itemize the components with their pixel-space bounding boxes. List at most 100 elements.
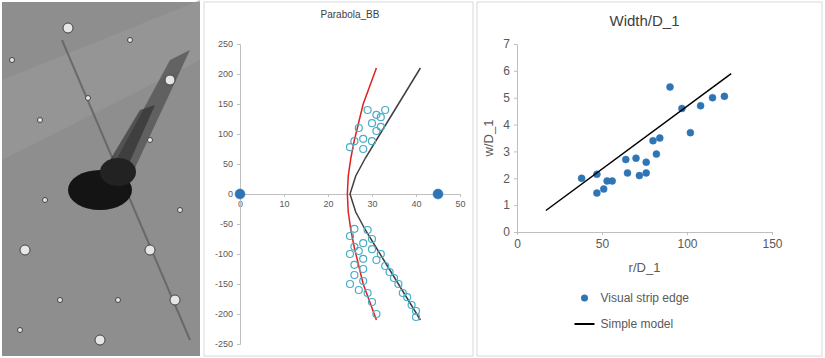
data-point [369, 138, 376, 145]
tick: 7 [503, 37, 517, 51]
tick: 6 [503, 64, 517, 78]
legend: Visual strip edge Simple model [575, 291, 690, 331]
tick-label: 0 [503, 225, 510, 239]
data-point [643, 169, 650, 176]
tick-mark [514, 151, 517, 152]
data-point [373, 311, 380, 318]
tick-mark [772, 232, 773, 235]
y-axis-line [514, 45, 518, 233]
data-point [369, 299, 376, 306]
photo-crater [170, 295, 180, 305]
tick-label: 10 [279, 199, 289, 209]
tick-label: 30 [367, 199, 377, 209]
tick-label: 0 [514, 237, 521, 251]
tick-mark [514, 71, 517, 72]
photo-crater [58, 298, 63, 303]
data-point [399, 290, 406, 297]
tick-mark [237, 44, 240, 45]
y-axis-title: w/D_1 [481, 120, 496, 158]
chart-panel: Width/D_105010015001234567r/D_1w/D_1Visu… [477, 2, 822, 356]
tick-label: 20 [323, 199, 333, 209]
tick: -250 [215, 339, 240, 349]
tick-label: -150 [215, 279, 233, 289]
tick-label: 250 [218, 39, 233, 49]
data-point [622, 156, 629, 163]
data-point [593, 190, 600, 197]
tick-label: 50 [596, 237, 610, 251]
photo-crater [178, 208, 183, 213]
photo-crater [148, 138, 153, 143]
data-point [600, 186, 607, 193]
series-line [347, 68, 376, 320]
photo-crater [10, 58, 15, 63]
photo-crater [165, 75, 175, 85]
tick: 10 [279, 194, 289, 209]
series-line [350, 68, 420, 320]
tick-mark [237, 254, 240, 255]
data-point [395, 281, 402, 288]
data-point [609, 177, 616, 184]
data-point [347, 144, 354, 151]
tick-mark [237, 224, 240, 225]
data-point [633, 155, 640, 162]
tick: 150 [762, 232, 782, 251]
tick: 50 [455, 194, 465, 209]
data-point [413, 314, 420, 321]
data-point [355, 125, 362, 132]
data-point [351, 225, 358, 232]
tick-mark [514, 98, 517, 99]
data-point [656, 135, 663, 142]
photo-streak [62, 40, 190, 340]
data-point [364, 107, 371, 114]
data-point [364, 227, 371, 234]
data-point [347, 281, 354, 288]
figure: Parabola_BB01020304050-250-200-150-100-5… [0, 0, 825, 358]
tick: 30 [367, 194, 377, 209]
data-point [347, 251, 354, 258]
tick-label: -250 [215, 339, 233, 349]
tick-label: 4 [503, 118, 510, 132]
tick-label: 7 [503, 37, 510, 51]
tick-label: 200 [218, 69, 233, 79]
tick-mark [514, 178, 517, 179]
data-point [636, 172, 643, 179]
y-axis: 0 1 2 3 4 5 6 7 [503, 37, 517, 239]
photo-crater [18, 328, 23, 333]
data-point [347, 233, 354, 240]
tick-label: 6 [503, 64, 510, 78]
data-point [364, 290, 371, 297]
tick-label: 2 [503, 172, 510, 186]
data-point [360, 135, 367, 142]
data-point [709, 94, 716, 101]
data-point [373, 128, 380, 135]
tick-mark [237, 164, 240, 165]
tick-mark [687, 232, 688, 235]
tick-mark [237, 284, 240, 285]
tick-mark [237, 344, 240, 345]
tick-mark [237, 134, 240, 135]
tick: 20 [323, 194, 333, 209]
data-point [382, 107, 389, 114]
data-point [360, 146, 367, 153]
plot-area [235, 68, 443, 321]
legend-item: Visual strip edge [581, 291, 689, 305]
tick-label: -200 [215, 309, 233, 319]
tick: -200 [215, 309, 240, 319]
data-point [369, 246, 376, 253]
photo-crater [63, 23, 73, 33]
tick: 3 [503, 145, 517, 159]
chart-panel: Parabola_BB01020304050-250-200-150-100-5… [204, 2, 473, 356]
chart-title: Width/D_1 [609, 12, 679, 29]
tick-mark [460, 194, 461, 197]
photo-crater [116, 298, 121, 303]
tick-mark [237, 74, 240, 75]
tick-mark [237, 314, 240, 315]
tick-label: 1 [503, 198, 510, 212]
data-point [360, 278, 367, 285]
legend-item: Simple model [575, 317, 674, 331]
tick-label: 5 [503, 91, 510, 105]
data-point [369, 236, 376, 243]
data-point [697, 102, 704, 109]
tick: 0 [514, 232, 521, 251]
legend-label: Visual strip edge [601, 291, 690, 305]
